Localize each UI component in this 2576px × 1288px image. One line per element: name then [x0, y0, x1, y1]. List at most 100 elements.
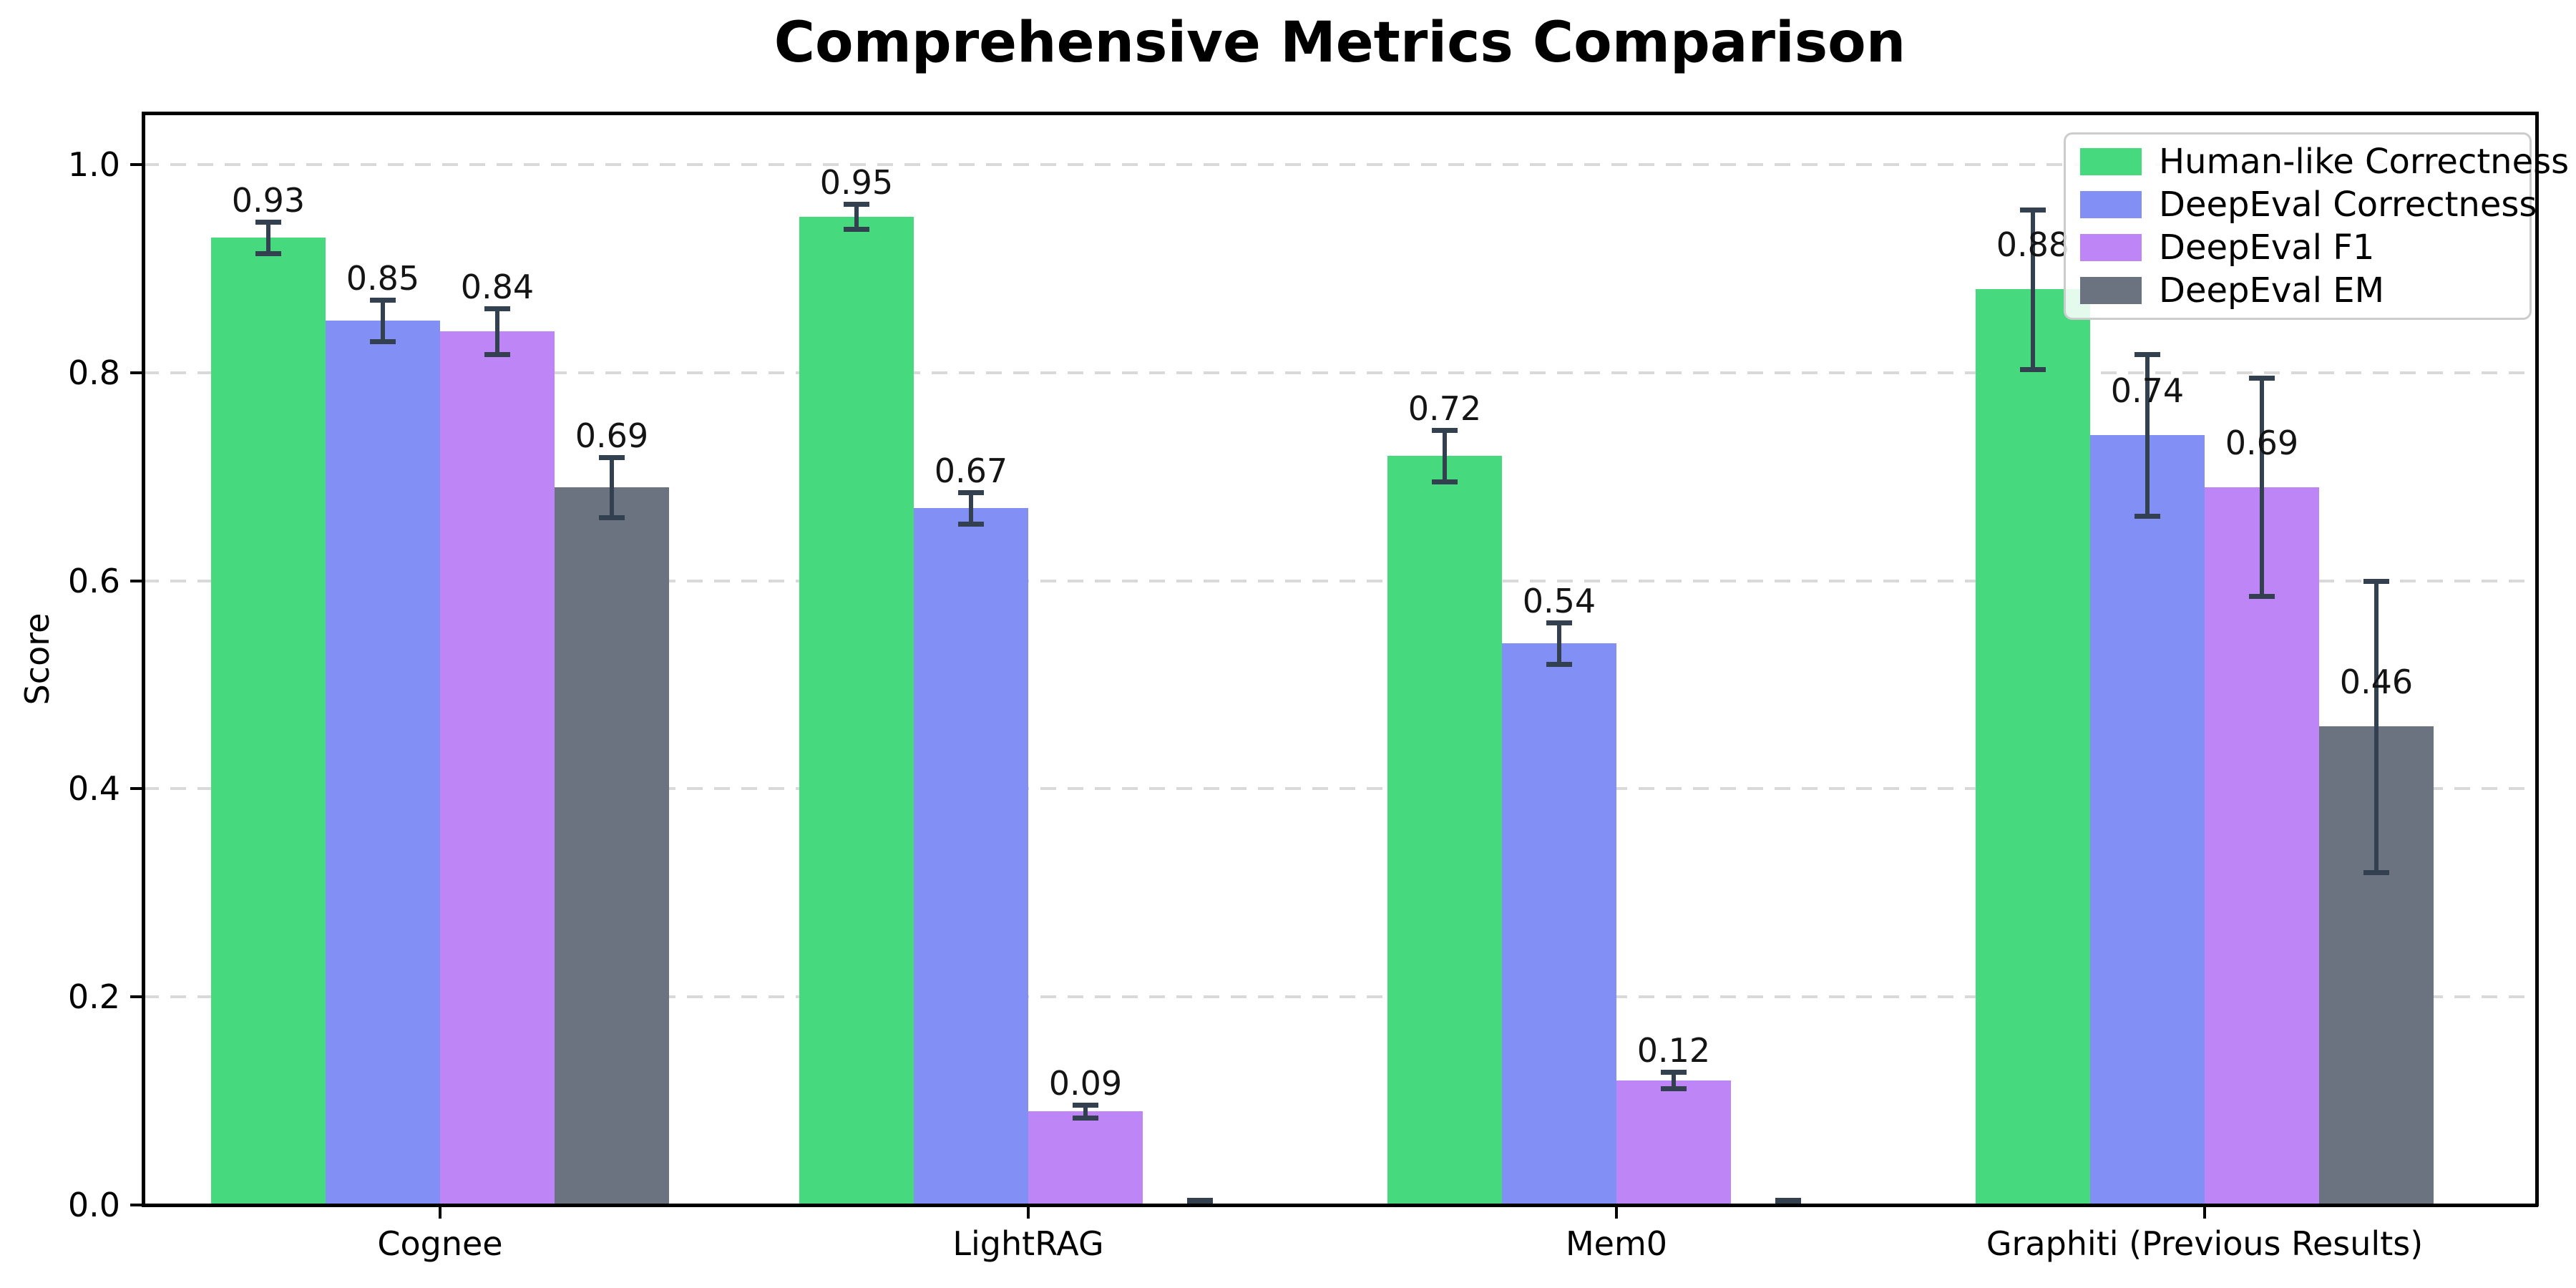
bar [1387, 456, 1502, 1206]
error-bar-cap-top [370, 298, 396, 303]
gridline [143, 787, 2537, 791]
bar [1502, 643, 1616, 1205]
y-tick-mark [130, 787, 142, 791]
bar [555, 487, 669, 1205]
bar-value-label: 0.09 [1048, 1064, 1123, 1103]
bar [440, 331, 555, 1205]
y-tick-mark [130, 995, 142, 999]
gridline [143, 163, 2537, 166]
bar-value-label: 0.84 [460, 267, 535, 306]
legend-item: Human-like Correctness [2080, 140, 2569, 183]
error-bar-cap-bottom [1775, 1200, 1801, 1205]
error-bar-line [381, 300, 385, 342]
error-bar-cap-bottom [2249, 594, 2275, 600]
error-bar-line [969, 492, 973, 524]
error-bar-cap-bottom [1661, 1086, 1687, 1092]
error-bar-line [1557, 622, 1561, 664]
legend-label: DeepEval Correctness [2159, 185, 2537, 225]
gridline [143, 371, 2537, 374]
error-bar-cap-bottom [2020, 367, 2046, 373]
axis-spine-bottom [142, 1204, 2538, 1207]
legend-label: DeepEval EM [2159, 270, 2384, 311]
x-tick-mark [1027, 1207, 1030, 1219]
x-tick-label: Cognee [377, 1224, 503, 1263]
bar-value-label: 0.54 [1522, 581, 1596, 620]
axis-spine-top [142, 112, 2538, 115]
error-bar-cap-bottom [2135, 514, 2160, 519]
error-bar-cap-bottom [2363, 869, 2389, 875]
bar-value-label: 0.12 [1636, 1030, 1711, 1070]
axis-spine-right [2535, 112, 2539, 1206]
bar [1028, 1111, 1143, 1206]
error-bar-cap-top [1661, 1069, 1687, 1075]
bar-value-label: 0.67 [934, 452, 1008, 490]
x-tick-mark [1615, 1207, 1618, 1219]
x-tick-mark [2203, 1207, 2206, 1219]
bar-value-label: 0.93 [231, 180, 306, 220]
error-bar-cap-top [958, 490, 984, 495]
bar-value-label: 0.85 [346, 259, 420, 298]
legend-swatch [2080, 148, 2142, 175]
bar-value-label: 0.88 [1996, 225, 2070, 265]
bar [1976, 289, 2090, 1206]
bar-value-label: 0.74 [2110, 371, 2185, 411]
error-bar-cap-top [255, 219, 281, 225]
error-bar-line [2145, 353, 2150, 517]
bar-value-label: 0.72 [1407, 389, 1482, 428]
y-tick-label: 0.0 [67, 1186, 120, 1224]
bar-value-label: 0.69 [2225, 423, 2299, 462]
legend-item: DeepEval F1 [2080, 226, 2515, 269]
error-bar-cap-top [484, 306, 510, 311]
error-bar-cap-top [1432, 427, 1458, 433]
y-tick-label: 0.4 [67, 769, 120, 809]
bar [2205, 487, 2319, 1205]
legend-swatch [2080, 191, 2142, 218]
legend-item: DeepEval EM [2080, 269, 2515, 312]
bar [914, 507, 1028, 1205]
error-bar-line [2260, 378, 2264, 597]
x-tick-label: Graphiti (Previous Results) [1986, 1224, 2424, 1263]
y-tick-mark [130, 163, 142, 166]
x-tick-mark [439, 1207, 441, 1219]
error-bar-cap-top [844, 202, 869, 208]
error-bar-cap-top [2020, 207, 2046, 213]
error-bar-cap-bottom [1432, 479, 1458, 485]
error-bar-cap-top [1073, 1103, 1098, 1108]
error-bar-cap-bottom [844, 227, 869, 233]
error-bar-cap-top [2135, 351, 2160, 357]
error-bar-cap-top [2249, 376, 2275, 381]
error-bar-cap-top [599, 454, 625, 460]
error-bar-cap-bottom [1546, 661, 1572, 667]
bar [1616, 1080, 1731, 1205]
error-bar-line [495, 308, 499, 354]
y-tick-mark [130, 1204, 142, 1206]
gridline [143, 995, 2537, 999]
error-bar-cap-bottom [1073, 1115, 1098, 1121]
error-bar-cap-bottom [599, 514, 625, 520]
bar [2090, 435, 2205, 1206]
bar [326, 321, 440, 1206]
error-bar-cap-bottom [1187, 1200, 1213, 1205]
legend-swatch [2080, 234, 2142, 261]
y-tick-mark [130, 371, 142, 374]
bar-value-label: 0.46 [2339, 663, 2414, 702]
error-bar-cap-bottom [958, 521, 984, 527]
error-bar-line [854, 204, 859, 230]
error-bar-line [1672, 1071, 1676, 1089]
y-tick-label: 1.0 [67, 145, 120, 184]
error-bar-cap-top [2363, 578, 2389, 584]
x-tick-label: Mem0 [1565, 1224, 1668, 1263]
chart-title: Comprehensive Metrics Comparison [774, 11, 1906, 75]
y-tick-label: 0.2 [67, 977, 120, 1017]
bar-value-label: 0.95 [819, 163, 894, 203]
bar [211, 237, 326, 1205]
y-tick-label: 0.6 [67, 561, 120, 600]
y-tick-mark [130, 579, 142, 582]
error-bar-cap-top [1546, 620, 1572, 625]
error-bar-cap-bottom [255, 250, 281, 256]
error-bar-line [266, 221, 270, 253]
legend-swatch [2080, 277, 2142, 304]
error-bar-cap-bottom [370, 339, 396, 345]
